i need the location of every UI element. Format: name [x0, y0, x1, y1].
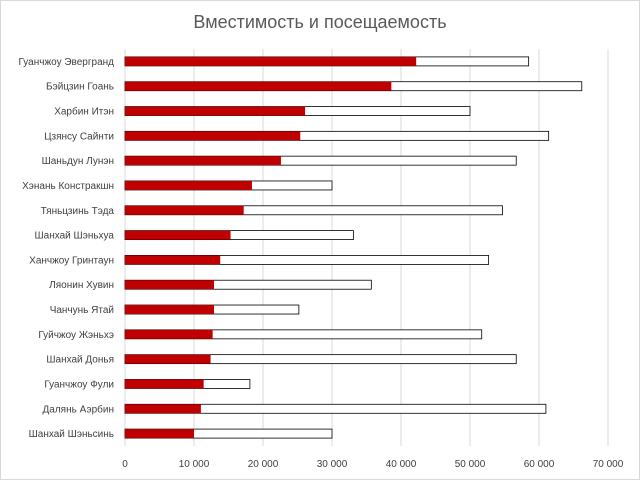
- bar-attendance: [125, 305, 215, 315]
- bar-attendance: [125, 131, 301, 141]
- category-label: Хэнань Констракшн: [22, 181, 114, 192]
- category-label: Харбин Итэн: [54, 106, 114, 118]
- chart-title: Вместимость и посещаемость: [193, 12, 447, 32]
- category-label: Гуйчжоу Жэньхэ: [38, 330, 114, 341]
- bar-attendance: [125, 106, 306, 116]
- bar-attendance: [125, 354, 211, 364]
- category-label: Гуанчжоу Эвергранд: [19, 57, 115, 68]
- x-tick-label: 60 000: [524, 459, 555, 470]
- category-label: Шанхай Шэньхуа: [34, 231, 114, 242]
- category-label: Шанхай Донья: [46, 355, 114, 366]
- bar-attendance: [125, 81, 392, 91]
- bar-attendance: [125, 280, 215, 290]
- bar-attendance: [125, 255, 221, 265]
- bar-attendance: [125, 379, 204, 389]
- x-tick-label: 30 000: [317, 459, 348, 470]
- bar-attendance: [125, 329, 213, 339]
- bar-attendance: [125, 205, 244, 215]
- x-tick-label: 10 000: [179, 459, 210, 470]
- x-tick-label: 0: [122, 459, 128, 470]
- x-tick-label: 20 000: [248, 459, 279, 470]
- x-tick-label: 70 000: [593, 459, 624, 470]
- category-label: Тяньцзинь Тэда: [41, 206, 115, 217]
- x-tick-label: 40 000: [386, 459, 417, 470]
- category-label: Далянь Аэрбин: [43, 403, 114, 415]
- category-label: Шанхай Шэньсинь: [29, 429, 114, 440]
- bar-attendance: [125, 180, 252, 190]
- bar-attendance: [125, 429, 194, 439]
- bar-attendance: [125, 230, 231, 240]
- category-label: Чанчунь Ятай: [50, 305, 114, 316]
- category-label: Ляонин Хувин: [49, 280, 114, 291]
- x-tick-label: 50 000: [455, 459, 486, 470]
- category-label: Ханчжоу Гринтаун: [29, 255, 114, 266]
- category-label: Бэйцзин Гоань: [46, 82, 114, 93]
- category-label: Цзянсу Сайнти: [44, 131, 114, 142]
- category-label: Шаньдун Лунэн: [42, 156, 114, 167]
- bar-attendance: [125, 56, 417, 66]
- bar-attendance: [125, 404, 201, 414]
- category-label: Гуанчжоу Фули: [44, 379, 114, 390]
- bar-attendance: [125, 156, 281, 166]
